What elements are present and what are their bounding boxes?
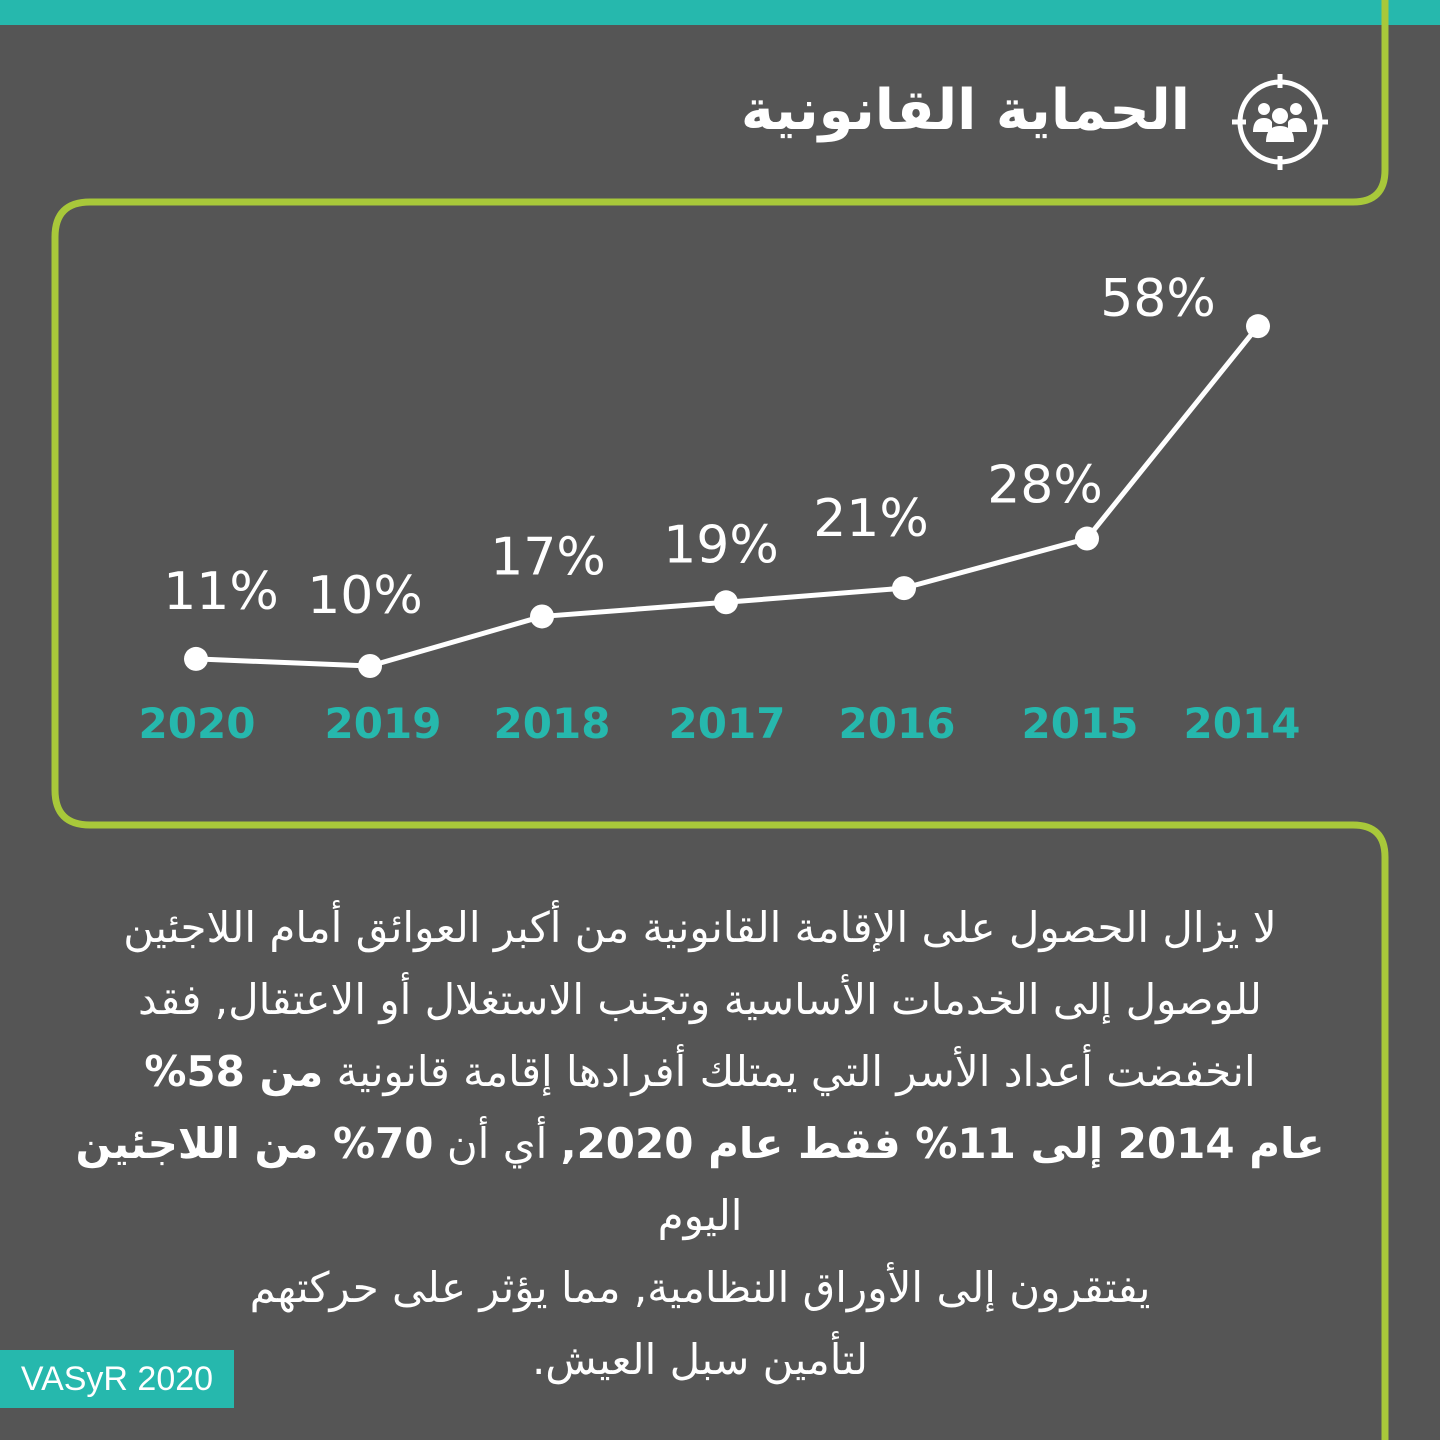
description-highlight: 70% من اللاجئين xyxy=(75,1119,434,1168)
data-point xyxy=(1246,314,1270,339)
x-tick-label: 2015 xyxy=(1022,699,1139,748)
data-point xyxy=(358,654,382,678)
description-line: يفتقرون إلى الأوراق النظامية, مما يؤثر ع… xyxy=(249,1263,1151,1312)
data-point xyxy=(1075,526,1099,551)
description-fragment: أي أن xyxy=(433,1119,561,1168)
x-tick-label: 2017 xyxy=(669,699,786,748)
data-label: 21% xyxy=(813,489,929,549)
x-tick-label: 2018 xyxy=(494,699,611,748)
x-tick-label: 2016 xyxy=(839,699,956,748)
source-badge: VASyR 2020 xyxy=(0,1350,234,1408)
data-point xyxy=(184,646,208,671)
page-title: الحماية القانونية xyxy=(740,78,1190,143)
description-line: لا يزال الحصول على الإقامة القانونية من … xyxy=(123,903,1277,952)
x-tick-label: 2020 xyxy=(139,699,256,748)
x-tick-label: 2019 xyxy=(325,699,442,748)
description-fragment: اليوم xyxy=(657,1191,743,1240)
group-target-icon xyxy=(1232,74,1328,170)
description-line: انخفضت أعداد الأسر التي يمتلك أفرادها إق… xyxy=(50,1036,1350,1108)
top-accent-bar xyxy=(0,0,1440,25)
description-text: لا يزال الحصول على الإقامة القانونية من … xyxy=(50,892,1350,1396)
description-line: عام 2014 إلى 11% فقط عام 2020, أي أن 70%… xyxy=(50,1108,1350,1252)
data-label: 17% xyxy=(490,527,606,587)
data-point xyxy=(892,576,916,601)
description-highlight: من 58% xyxy=(144,1047,324,1096)
data-point xyxy=(714,590,738,615)
data-label: 11% xyxy=(163,562,279,622)
description-highlight: عام 2014 إلى 11% فقط عام 2020, xyxy=(560,1119,1325,1168)
description-line: لتأمين سبل العيش. xyxy=(531,1335,869,1384)
data-label: 19% xyxy=(663,515,779,575)
data-label: 58% xyxy=(1100,269,1216,329)
data-point xyxy=(530,604,554,629)
data-label: 10% xyxy=(307,566,423,626)
description-fragment: انخفضت أعداد الأسر التي يمتلك أفرادها إق… xyxy=(323,1047,1256,1096)
description-line: للوصول إلى الخدمات الأساسية وتجنب الاستغ… xyxy=(138,975,1262,1024)
data-label: 28% xyxy=(987,456,1103,516)
x-tick-label: 2014 xyxy=(1184,699,1301,748)
